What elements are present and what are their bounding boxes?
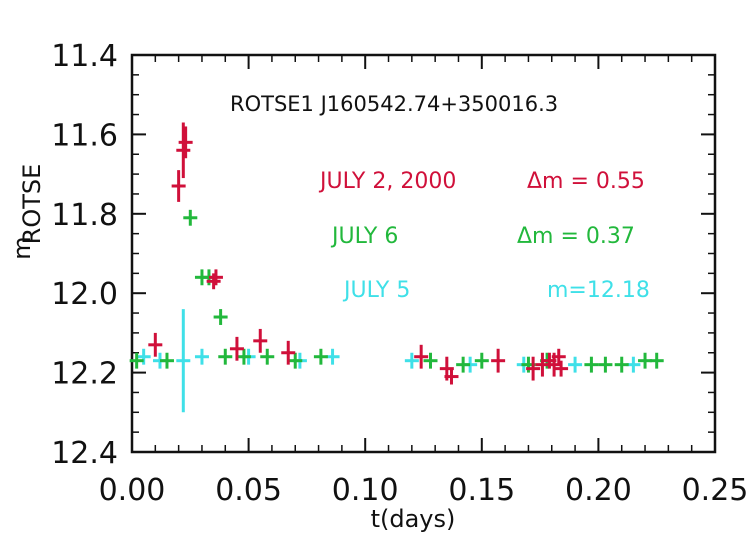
legend-label-series-1: JULY 6 <box>330 224 398 249</box>
y-axis-title-subscript: ROTSE <box>18 164 46 245</box>
legend-label-series-2: JULY 5 <box>342 278 410 303</box>
y-tick-label: 11.6 <box>51 118 118 153</box>
y-tick-label: 12.4 <box>51 436 118 471</box>
x-tick-label: 0.15 <box>448 473 515 508</box>
x-axis-title: t(days) <box>371 505 456 533</box>
y-tick-label: 11.8 <box>51 198 118 233</box>
legend-label-series-0: JULY 2, 2000 <box>318 169 456 194</box>
legend-annotation-series-2: m=12.18 <box>547 278 650 303</box>
object-label: ROTSE1 J160542.74+350016.3 <box>230 92 558 116</box>
legend-annotation-series-0: Δm = 0.55 <box>527 169 645 194</box>
y-tick-label: 11.4 <box>51 39 118 74</box>
x-tick-label: 0.05 <box>215 473 282 508</box>
y-tick-label: 12.2 <box>51 357 118 392</box>
x-tick-label: 0.20 <box>565 473 632 508</box>
x-tick-label: 0.00 <box>99 473 166 508</box>
x-tick-label: 0.10 <box>332 473 399 508</box>
x-tick-label: 0.25 <box>682 473 749 508</box>
legend-annotation-series-1: Δm = 0.37 <box>517 224 635 249</box>
y-tick-label: 12.0 <box>51 277 118 312</box>
